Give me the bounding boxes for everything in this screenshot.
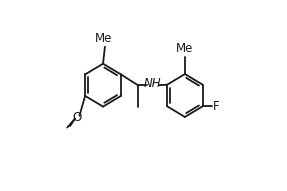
Text: O: O (73, 111, 82, 124)
Text: NH: NH (144, 77, 162, 90)
Text: F: F (213, 100, 220, 113)
Text: Me: Me (176, 42, 194, 55)
Text: Me: Me (95, 32, 113, 45)
